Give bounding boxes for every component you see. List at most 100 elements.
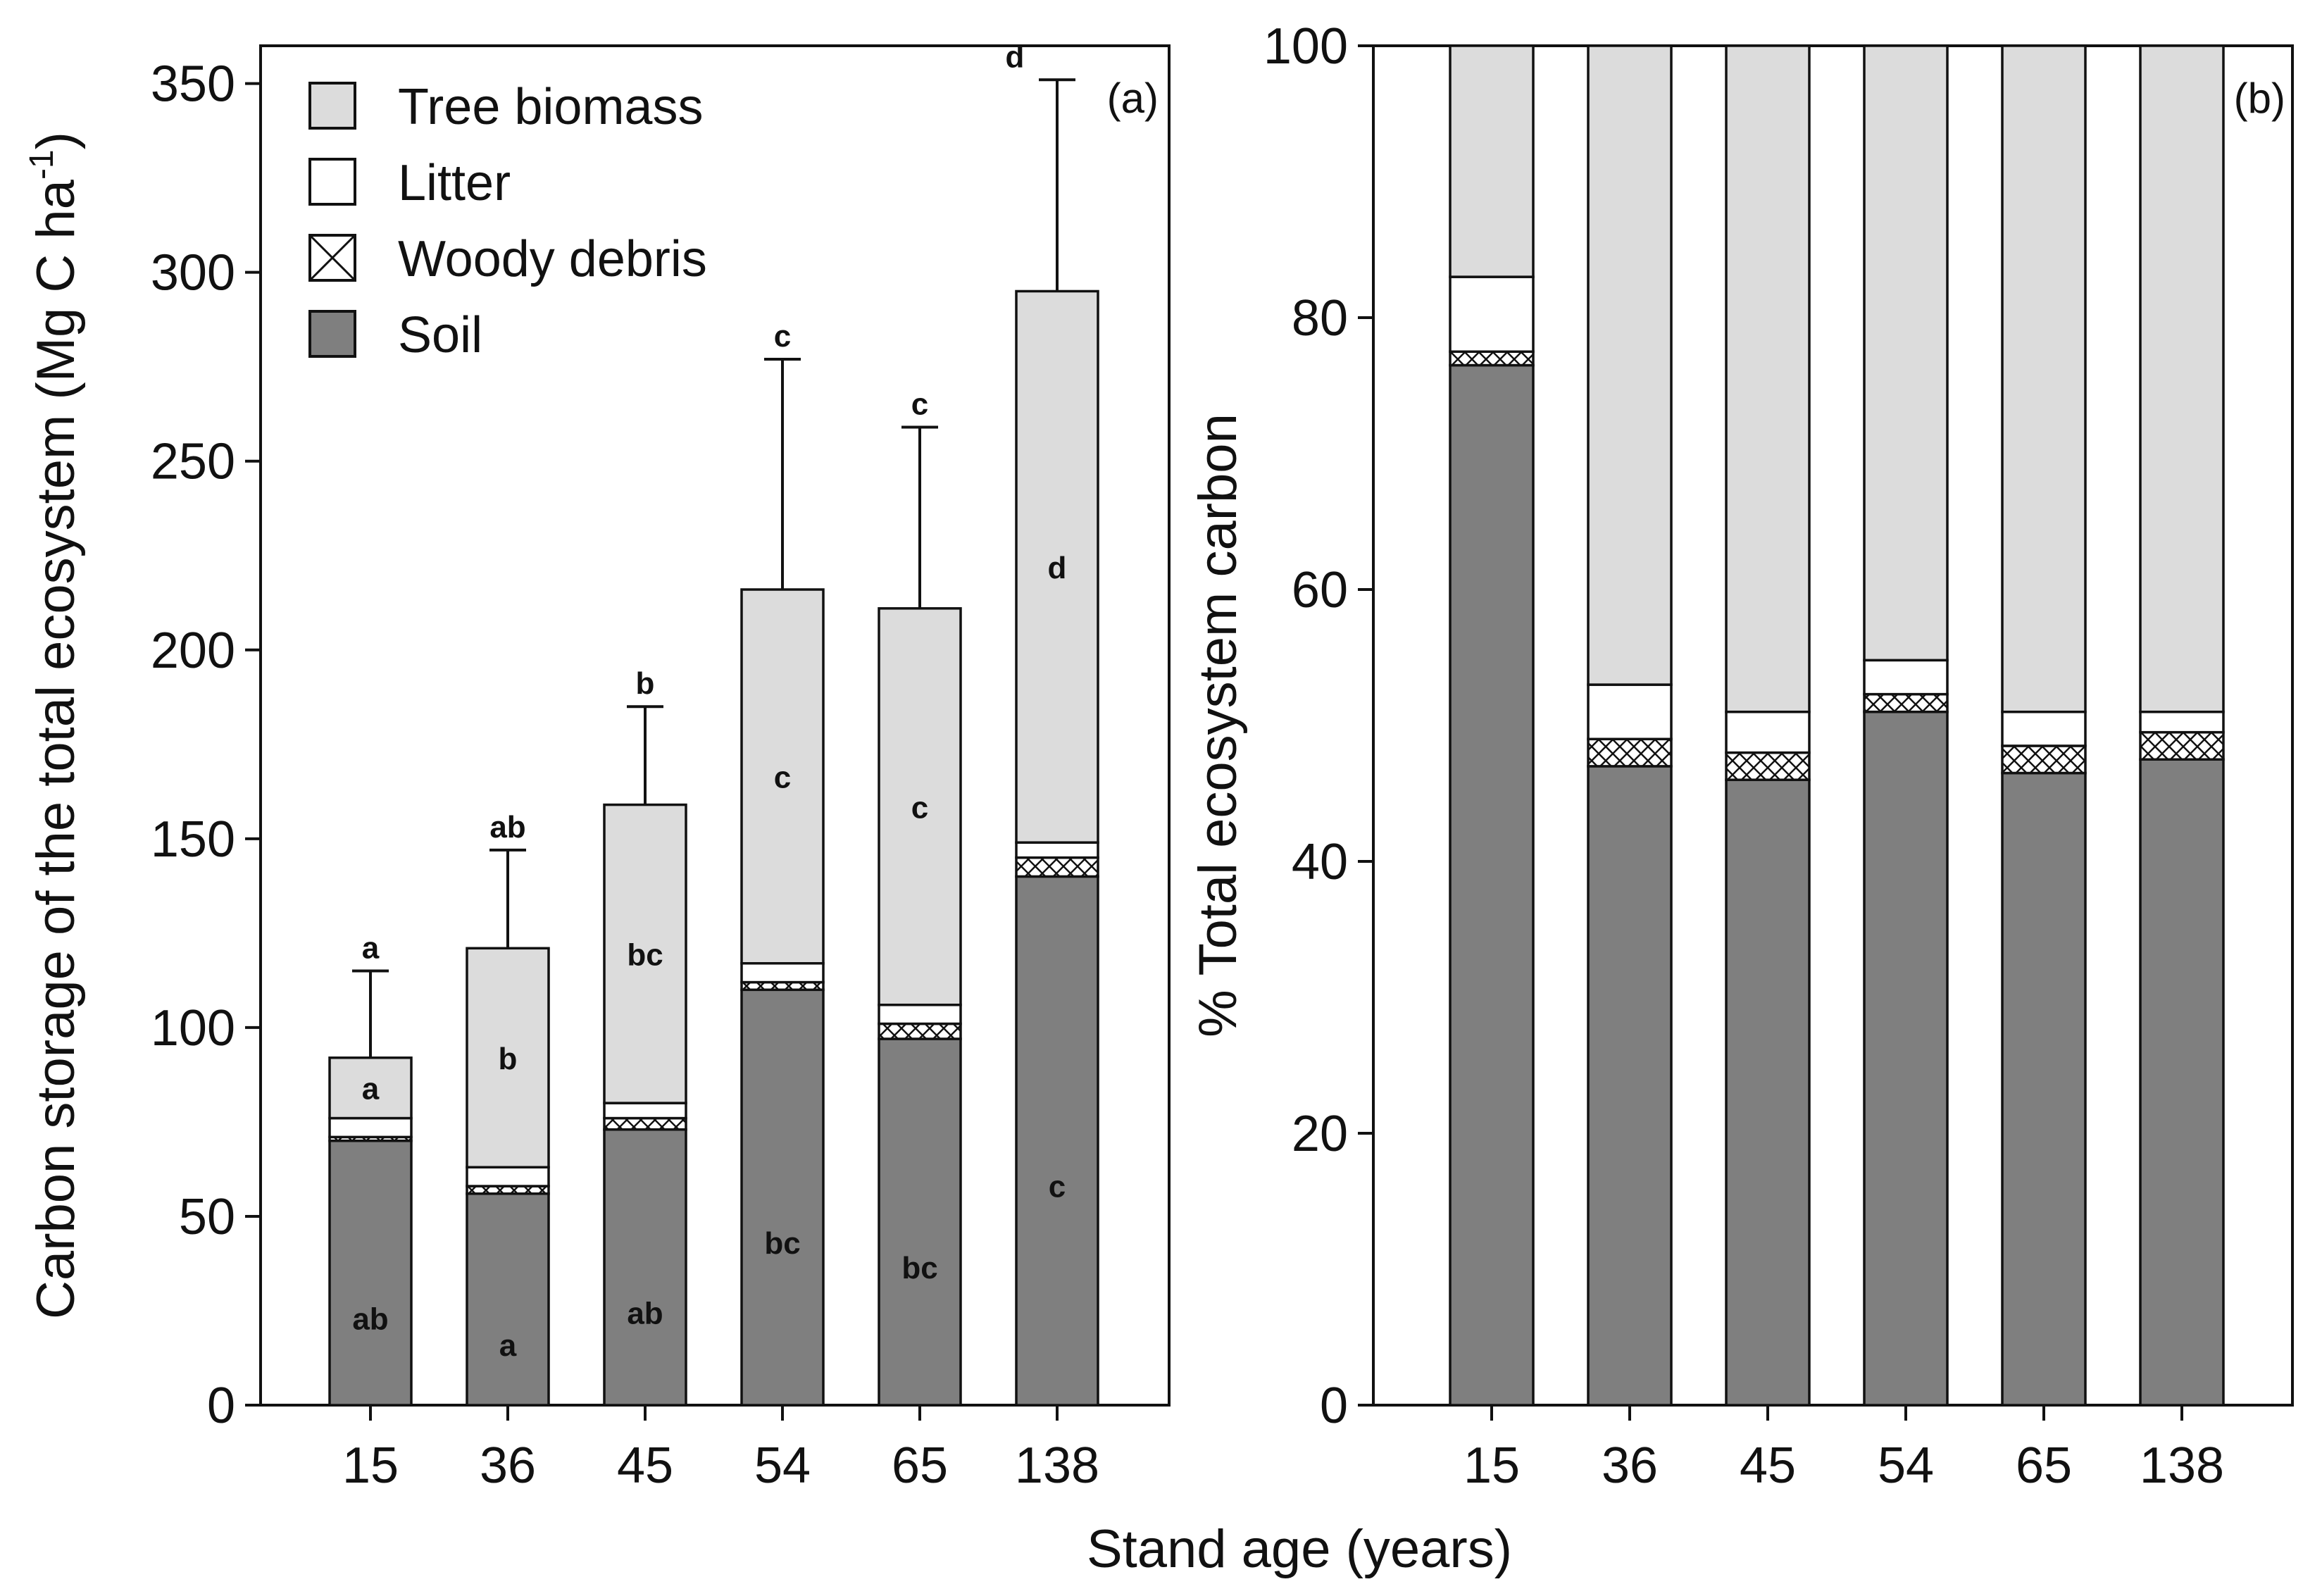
bar-a-soil-138	[1015, 875, 1099, 1407]
total-letter-45: b	[636, 666, 655, 701]
bar-b-soil-54	[1863, 710, 1949, 1407]
x-tick-label-b-54: 54	[1878, 1438, 1934, 1494]
tree-letter-65: c	[911, 790, 928, 825]
plot-frame-a	[259, 44, 1171, 1407]
x-axis-b: 15 36 45 54 65 138	[1463, 1405, 2224, 1494]
y-tick-label-b-40: 40	[1292, 834, 1348, 890]
y-tick-label-b-60: 60	[1292, 562, 1348, 618]
legend-label-litter: Litter	[398, 155, 511, 211]
bar-a-woody-debris-138	[1015, 856, 1099, 878]
x-tick-label-a-138: 138	[1015, 1438, 1099, 1494]
bar-b-woody-debris-65	[2001, 744, 2087, 775]
x-tick-label-b-138: 138	[2140, 1438, 2224, 1494]
bar-b-litter-45	[1725, 710, 1811, 754]
x-axis-label: Stand age (years)	[1087, 1519, 1512, 1579]
y-tick-label-a-250: 250	[151, 434, 235, 490]
y-tick-label-a-150: 150	[151, 811, 235, 868]
bar-b-woody-debris-45	[1725, 751, 1811, 781]
soil-letter-138: c	[1049, 1170, 1066, 1204]
y-tick-label-a-300: 300	[151, 245, 235, 301]
y-axis-a: 0 50 100 150 200 250 300 350	[151, 56, 261, 1434]
y-axis-label-b: % Total ecosystem carbon	[1188, 413, 1248, 1037]
tree-letter-54: c	[774, 760, 791, 794]
total-letter-138: d	[1006, 39, 1025, 74]
y-axis-label-a: Carbon storage of the total ecosystem (M…	[23, 132, 86, 1319]
x-tick-label-b-45: 45	[1740, 1438, 1796, 1494]
bar-a-litter-54	[740, 962, 825, 984]
legend: Tree biomass Litter Woody debris Soil	[308, 79, 707, 363]
bar-b-tree-biomass-65	[2001, 44, 2087, 713]
y-axis-label-a-close: )	[26, 132, 86, 149]
legend-swatch-woody-debris-hatch	[310, 235, 355, 280]
soil-letter-45: ab	[627, 1296, 663, 1330]
bar-b-tree-biomass-15	[1449, 44, 1535, 278]
legend-swatch-litter	[308, 158, 356, 206]
bar-a-tree-biomass-36	[466, 947, 550, 1168]
legend-item-soil: Soil	[308, 307, 482, 363]
total-letter-54: c	[774, 319, 791, 354]
panel-label-b: (b)	[2234, 75, 2285, 122]
bar-b-litter-65	[2001, 710, 2087, 747]
legend-label-woody-debris: Woody debris	[398, 231, 707, 287]
bar-b-tree-biomass-36	[1587, 44, 1673, 686]
bar-a-soil-15	[328, 1139, 413, 1407]
bars-b	[1449, 44, 2225, 1407]
x-axis-a: 15 36 45 54 65 138	[342, 1405, 1099, 1494]
bar-a-litter-15	[328, 1116, 413, 1139]
legend-label-tree-biomass: Tree biomass	[398, 79, 703, 135]
bar-a-woody-debris-65	[878, 1022, 962, 1040]
bar-a-tree-biomass-45	[603, 803, 687, 1104]
bar-b-woody-debris-54	[1863, 692, 1949, 713]
bar-b-woody-debris-36	[1587, 737, 1673, 768]
x-tick-label-a-36: 36	[480, 1438, 536, 1494]
legend-item-woody-debris: Woody debris	[308, 231, 707, 287]
bar-b-litter-15	[1449, 275, 1535, 354]
y-tick-label-a-350: 350	[151, 56, 235, 113]
y-tick-label-b-100: 100	[1263, 18, 1348, 75]
bar-b-woody-debris-138	[2139, 730, 2225, 761]
bar-a-soil-54	[740, 988, 825, 1407]
bar-b-soil-138	[2139, 758, 2225, 1407]
bar-b-tree-biomass-138	[2139, 44, 2225, 713]
bar-b-soil-65	[2001, 771, 2087, 1407]
tree-letter-15: a	[362, 1072, 380, 1106]
bar-a-tree-biomass-54	[740, 588, 825, 965]
bar-b-litter-54	[1863, 659, 1949, 696]
legend-swatch-soil	[308, 310, 356, 358]
y-tick-label-a-0: 0	[207, 1378, 235, 1434]
y-tick-label-a-200: 200	[151, 623, 235, 679]
bar-a-soil-65	[878, 1037, 962, 1407]
bar-b-litter-36	[1587, 683, 1673, 741]
legend-item-litter: Litter	[308, 155, 511, 211]
tree-letter-138: d	[1048, 551, 1067, 585]
bar-b-litter-138	[2139, 710, 2225, 734]
bar-a-litter-45	[603, 1102, 687, 1120]
x-tick-label-b-36: 36	[1602, 1438, 1658, 1494]
legend-swatch-tree-biomass	[308, 82, 356, 130]
bar-a-tree-biomass-138	[1015, 289, 1099, 844]
bar-a-soil-45	[603, 1128, 687, 1407]
tree-letter-45: bc	[627, 937, 663, 972]
bar-b-woody-debris-15	[1449, 350, 1535, 367]
y-axis-label-a-sup: -1	[23, 149, 61, 180]
bar-a-soil-36	[466, 1192, 550, 1407]
total-letter-15: a	[362, 930, 380, 965]
y-tick-label-a-50: 50	[179, 1189, 235, 1245]
panel-b: 0 20 40 60 80 100 15 36 45 54 65 138 (b) % Total e…	[1188, 18, 2294, 1494]
bar-b-soil-45	[1725, 778, 1811, 1407]
x-tick-label-b-65: 65	[2016, 1438, 2072, 1494]
bar-b-tree-biomass-54	[1863, 44, 1949, 662]
bar-a-litter-138	[1015, 841, 1099, 859]
total-letter-65: c	[911, 387, 928, 421]
total-letter-36: ab	[489, 810, 525, 844]
tree-letter-36: b	[499, 1042, 518, 1076]
x-tick-label-b-15: 15	[1463, 1438, 1520, 1494]
bar-b-soil-36	[1587, 765, 1673, 1407]
x-tick-label-a-54: 54	[754, 1438, 811, 1494]
bar-a-litter-65	[878, 1003, 962, 1025]
legend-label-soil: Soil	[398, 307, 482, 363]
bar-b-soil-15	[1449, 363, 1535, 1407]
